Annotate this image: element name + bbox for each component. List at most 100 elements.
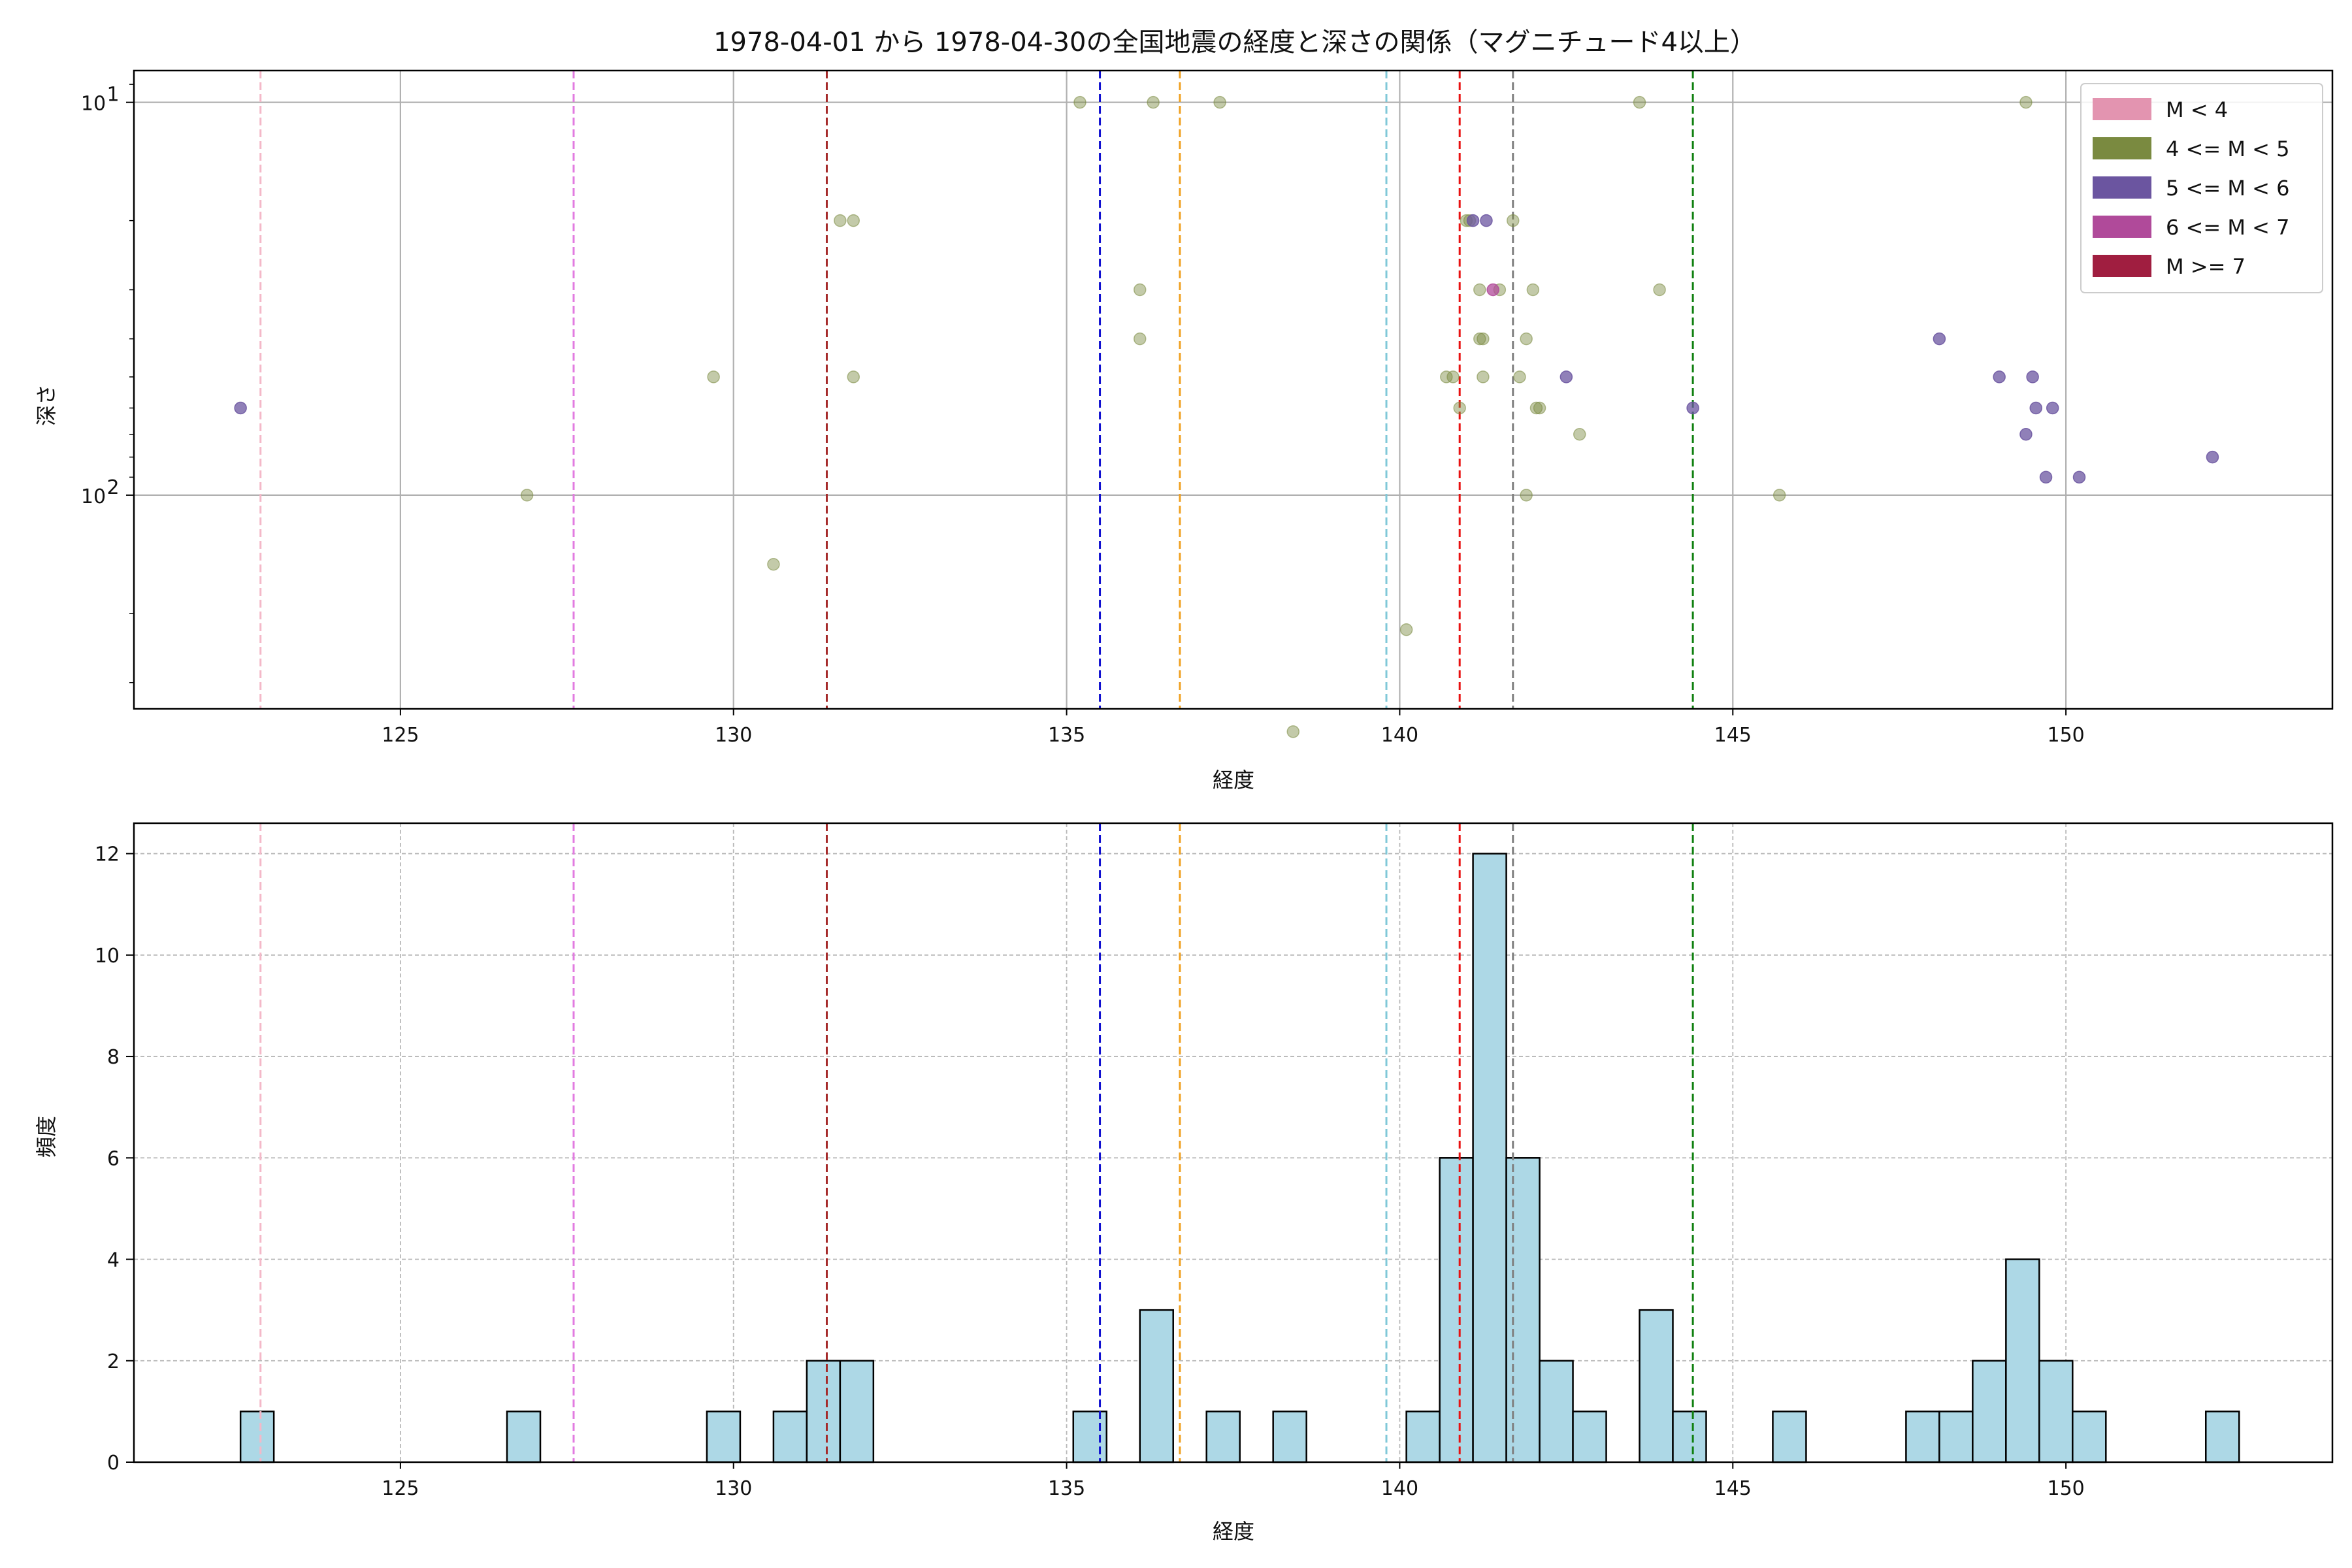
scatter-points (234, 95, 2219, 738)
histogram-bar (1405, 1411, 1441, 1463)
histogram-bar (2205, 1411, 2240, 1463)
histogram-bar (806, 1360, 841, 1463)
histogram-y-tick-label: 8 (107, 1046, 120, 1069)
histogram-bar (1505, 1157, 1541, 1463)
scatter-point (2019, 95, 2033, 109)
histogram-bar (1539, 1360, 1574, 1463)
scatter-point (2072, 470, 2086, 484)
scatter-point (1633, 95, 1646, 109)
scatter-point (707, 370, 720, 384)
scatter-x-tick-label: 135 (1048, 724, 1085, 747)
scatter-point (1453, 401, 1466, 415)
histogram-chart: 125 130 135 140 145 150 0 2 4 6 8 10 12 経度 頻度 (34, 822, 2334, 1544)
scatter-point (1486, 283, 1499, 297)
histogram-y-tick-label: 10 (95, 945, 120, 968)
scatter-point (847, 214, 860, 227)
histogram-y-tick-label: 2 (107, 1350, 120, 1373)
scatter-point (1560, 370, 1573, 384)
scatter-point (1520, 489, 1533, 502)
scatter-point (1147, 95, 1160, 109)
histogram-x-tick-label: 130 (715, 1477, 752, 1500)
histogram-bar (1072, 1411, 1108, 1463)
histogram-bar (1639, 1309, 1674, 1463)
legend-swatch (2093, 176, 2151, 199)
scatter-point (2039, 470, 2053, 484)
scatter-point (2206, 450, 2219, 464)
scatter-point (1513, 370, 1526, 384)
histogram-bar (1472, 853, 1507, 1463)
scatter-point (1533, 401, 1546, 415)
histogram-bar (239, 1411, 275, 1463)
histogram-bar (772, 1411, 808, 1463)
legend-label: 5 <= M < 6 (2166, 176, 2289, 201)
scatter-point (1473, 283, 1486, 297)
scatter-point (1507, 214, 1520, 227)
legend-swatch (2093, 255, 2151, 277)
histogram-x-tick-label: 125 (382, 1477, 419, 1500)
histogram-x-tick-label: 150 (2047, 1477, 2084, 1500)
scatter-point (1933, 332, 1946, 346)
scatter-point (1526, 283, 1540, 297)
histogram-x-tick-label: 145 (1714, 1477, 1752, 1500)
scatter-grid (134, 71, 2332, 709)
histogram-bar (1439, 1157, 1474, 1463)
histogram-bar (506, 1411, 542, 1463)
legend: M < 4 4 <= M < 5 5 <= M < 6 6 <= M < 7 M >= … (2080, 83, 2323, 293)
scatter-reference-lines (259, 71, 1694, 709)
histogram-y-tick-label: 6 (107, 1147, 120, 1170)
legend-swatch (2093, 137, 2151, 159)
scatter-point (1477, 370, 1490, 384)
scatter-y-tick-exponent: 2 (106, 476, 119, 499)
histogram-x-tick-label: 140 (1381, 1477, 1418, 1500)
scatter-x-tick-label: 145 (1714, 724, 1752, 747)
scatter-point (1286, 725, 1300, 738)
scatter-point (847, 370, 860, 384)
scatter-point (2029, 401, 2042, 415)
histogram-grid (134, 823, 2332, 1463)
scatter-point (1573, 428, 1586, 441)
scatter-point (1473, 332, 1486, 346)
histogram-y-tick-label: 4 (107, 1249, 120, 1272)
scatter-x-tick-label: 150 (2047, 724, 2084, 747)
scatter-x-tick-label: 140 (1381, 724, 1418, 747)
histogram-bar (2038, 1360, 2074, 1463)
scatter-plot-frame (133, 69, 2334, 710)
histogram-bars (239, 853, 2240, 1463)
scatter-x-tick-label: 130 (715, 724, 752, 747)
scatter-point (2019, 428, 2033, 441)
scatter-point (1073, 95, 1086, 109)
chart-title: 1978-04-01 から 1978-04-30の全国地震の経度と深さの関係（マ… (713, 27, 1756, 57)
scatter-point (520, 489, 534, 502)
scatter-point (2026, 370, 2039, 384)
legend-swatch (2093, 216, 2151, 238)
scatter-x-ticks: 125 130 135 140 145 150 (382, 709, 2085, 747)
legend-label: 4 <= M < 5 (2166, 137, 2289, 161)
legend-label: M < 4 (2166, 97, 2228, 122)
histogram-bar (1205, 1411, 1241, 1463)
histogram-bar (2005, 1258, 2040, 1463)
histogram-reference-lines (259, 823, 1694, 1462)
scatter-point (1213, 95, 1226, 109)
scatter-point (1480, 214, 1493, 227)
histogram-bar (2072, 1411, 2107, 1463)
histogram-bar (1272, 1411, 1307, 1463)
scatter-point (1446, 370, 1460, 384)
histogram-plot-frame (133, 822, 2334, 1463)
scatter-y-tick-label: 10 (81, 485, 106, 508)
histogram-x-axis-label: 経度 (1213, 1519, 1254, 1544)
legend-label: 6 <= M < 7 (2166, 215, 2289, 240)
histogram-y-tick-label: 0 (107, 1452, 120, 1475)
histogram-bar (1905, 1411, 1940, 1463)
histogram-bar (839, 1360, 875, 1463)
scatter-point (1653, 283, 1666, 297)
legend-box (2080, 83, 2323, 293)
scatter-point (1399, 623, 1413, 636)
scatter-point (1520, 332, 1533, 346)
histogram-bar (1139, 1309, 1174, 1463)
scatter-point (1529, 401, 1543, 415)
scatter-x-tick-label: 125 (382, 724, 419, 747)
scatter-point (767, 558, 780, 571)
